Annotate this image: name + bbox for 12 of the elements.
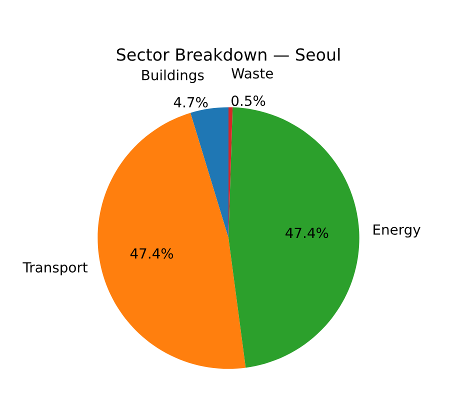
- slice-label: Buildings: [142, 70, 204, 84]
- data-label: 47.4%: [130, 248, 174, 259]
- chart-title: Sector Breakdown — Seoul: [116, 48, 340, 61]
- slice-label: Transport: [22, 262, 88, 276]
- pie-slice: [190, 107, 228, 238]
- pie-slice: [98, 112, 246, 369]
- data-label: 47.4%: [286, 228, 328, 238]
- pie-slice: [228, 107, 360, 368]
- slice-label: Energy: [374, 224, 420, 238]
- data-label: 0.5%: [232, 96, 266, 106]
- slice-label: Waste: [232, 68, 273, 79]
- data-label: 4.7%: [174, 97, 208, 108]
